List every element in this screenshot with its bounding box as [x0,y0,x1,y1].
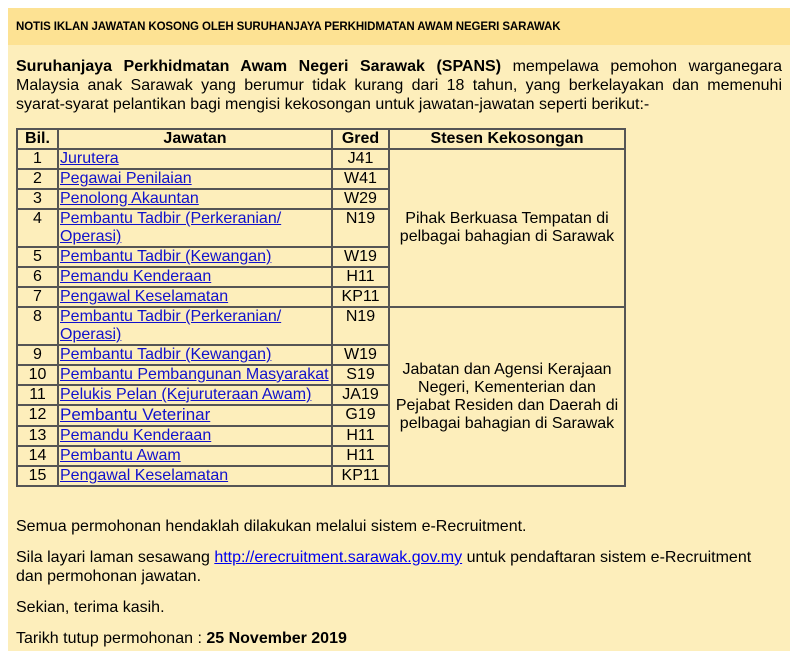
row-number: 5 [16,246,59,268]
post-link[interactable]: Pengawal Keselamatan [60,467,229,484]
grade-cell: N19 [331,208,390,248]
intro-text: mempelawa pemohon warganegara Malaysia a… [16,58,782,113]
row-number: 1 [16,148,59,170]
post-link[interactable]: Pembantu Tadbir (Kewangan) [60,248,272,265]
table-row: 10 Pembantu Pembangunan Masyarakat S19 [16,364,625,386]
table-row: 15 Pengawal Keselamatan KP11 [16,465,625,487]
grade-cell: W19 [331,246,390,268]
grade-cell: H11 [331,425,390,447]
row-number: 13 [16,425,59,447]
row-number: 8 [16,306,59,346]
table-row: 4 Pembantu Tadbir (Perkeranian/ Operasi) N… [16,208,625,248]
table-row: 5 Pembantu Tadbir (Kewangan) W19 [16,246,625,268]
grade-cell: G19 [331,404,390,427]
post-cell: Pelukis Pelan (Kejuruteraan Awam) [57,384,333,406]
post-cell: Pembantu Pembangunan Masyarakat [57,364,333,386]
row-number: 7 [16,286,59,308]
post-cell: Pemandu Kenderaan [57,266,333,288]
footer-line-1: Semua permohonan hendaklah dilakukan mel… [16,518,527,535]
grade-cell: N19 [331,306,390,346]
table-row: 7 Pengawal Keselamatan KP11 [16,286,625,308]
closing-date-label: Tarikh tutup permohonan : [16,630,207,647]
post-cell: Jurutera [57,148,333,170]
row-number: 6 [16,266,59,288]
col-header-post: Jawatan [57,128,333,150]
table-row: 12 Pembantu Veterinar G19 [16,404,625,427]
post-cell: Pegawai Penilaian [57,168,333,190]
post-cell: Pemandu Kenderaan [57,425,333,447]
row-number: 15 [16,465,59,487]
grade-cell: JA19 [331,384,390,406]
col-header-station: Stesen Kekosongan [388,128,626,150]
org-name: Suruhanjaya Perkhidmatan Awam Negeri Sar… [16,58,502,75]
footer-line-2-post: untuk pendaftaran sistem e-Recruitment d… [16,549,752,585]
footer-line-2-pre: Sila layari laman sesawang [16,549,215,566]
table-row: 8 Pembantu Tadbir (Perkeranian/ Operasi) N… [16,306,626,487]
post-cell: Pembantu Tadbir (Kewangan) [57,246,333,268]
table-row: 13 Pemandu Kenderaan H11 [16,425,625,447]
grade-cell: H11 [331,445,390,467]
post-cell: Pengawal Keselamatan [57,465,333,487]
post-link[interactable]: Pembantu Pembangunan Masyarakat [60,366,329,383]
vacancy-table: Bil. Jawatan Gred Stesen Kekosongan 1 Jur… [16,128,626,487]
post-cell: Pengawal Keselamatan [57,286,333,308]
post-cell: Pembantu Tadbir (Kewangan) [57,344,333,366]
grade-cell: W19 [331,344,390,366]
grade-cell: KP11 [331,286,390,308]
row-number: 12 [16,404,59,427]
row-number: 9 [16,344,59,366]
notice-panel: NOTIS IKLAN JAWATAN KOSONG OLEH SURUHANJ… [8,8,790,651]
post-link[interactable]: Pembantu Awam [60,447,181,464]
post-link[interactable]: Pembantu Tadbir (Kewangan) [60,346,272,363]
post-link[interactable]: Pemandu Kenderaan [60,268,212,285]
table-row: 3 Penolong Akauntan W29 [16,188,625,210]
col-header-grade: Gred [331,128,390,150]
table-row: 9 Pembantu Tadbir (Kewangan) W19 [16,344,625,366]
table-header-row: Bil. Jawatan Gred Stesen Kekosongan [16,128,626,150]
row-number: 3 [16,188,59,210]
row-number: 2 [16,168,59,190]
grade-cell: S19 [331,364,390,386]
post-cell: Pembantu Tadbir (Perkeranian/ Operasi) [57,306,333,346]
table-row: 11 Pelukis Pelan (Kejuruteraan Awam) JA19 [16,384,625,406]
post-cell: Penolong Akauntan [57,188,333,210]
table-row: 2 Pegawai Penilaian W41 [16,168,625,190]
grade-cell: W41 [331,168,390,190]
erecruitment-link[interactable]: http://erecruitment.sarawak.gov.my [214,549,463,566]
row-number: 4 [16,208,59,248]
footer-line-3: Sekian, terima kasih. [16,599,165,616]
row-number: 10 [16,364,59,386]
post-link[interactable]: Penolong Akauntan [60,190,199,207]
col-header-no: Bil. [16,128,59,150]
station-cell: Pihak Berkuasa Tempatan di pelbagai baha… [388,148,626,308]
post-cell: Pembantu Veterinar [57,404,333,427]
row-number: 14 [16,445,59,467]
post-link[interactable]: Pengawal Keselamatan [60,288,229,305]
post-link[interactable]: Pembantu Tadbir (Perkeranian/ Operasi) [60,210,282,245]
notice-title: NOTIS IKLAN JAWATAN KOSONG OLEH SURUHANJ… [8,8,790,45]
post-link[interactable]: Pegawai Penilaian [60,170,192,187]
grade-cell: H11 [331,266,390,288]
row-number: 11 [16,384,59,406]
table-row: 1 Jurutera J41 Pihak Berkuasa Tempatan di p… [16,148,626,308]
grade-cell: KP11 [331,465,390,487]
table-row: 6 Pemandu Kenderaan H11 [16,266,625,288]
intro-paragraph: Suruhanjaya Perkhidmatan Awam Negeri Sar… [16,57,782,114]
post-link[interactable]: Pelukis Pelan (Kejuruteraan Awam) [60,386,312,403]
table-row: 14 Pembantu Awam H11 [16,445,625,467]
post-link[interactable]: Pemandu Kenderaan [60,427,212,444]
grade-cell: J41 [331,148,390,170]
closing-date-value: 25 November 2019 [206,630,347,647]
station-cell: Jabatan dan Agensi Kerajaan Negeri, Keme… [388,306,626,487]
post-link[interactable]: Jurutera [60,150,119,167]
post-link[interactable]: Pembantu Tadbir (Perkeranian/ Operasi) [60,308,282,343]
grade-cell: W29 [331,188,390,210]
post-link[interactable]: Pembantu Veterinar [60,405,211,424]
post-cell: Pembantu Awam [57,445,333,467]
post-cell: Pembantu Tadbir (Perkeranian/ Operasi) [57,208,333,248]
closing-date-line: Tarikh tutup permohonan : 25 November 20… [16,629,782,648]
footer-line-2: Sila layari laman sesawang http://erecru… [16,548,782,586]
